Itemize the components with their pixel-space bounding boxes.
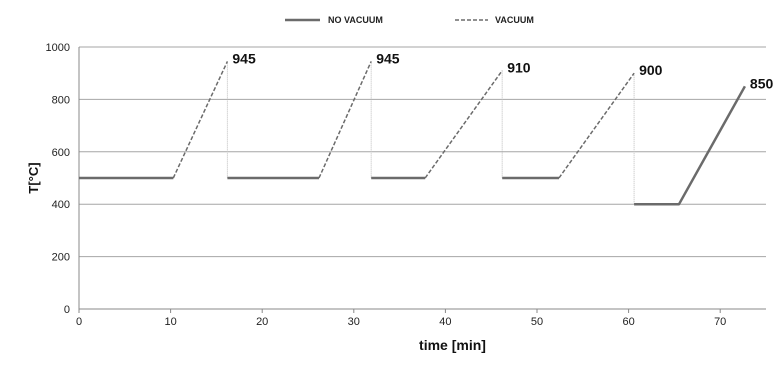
y-tick-label-600: 600 [52,147,70,159]
x-tick-label-60: 60 [622,316,634,328]
y-axis-label: T[°C] [26,162,41,193]
x-tick-label-10: 10 [164,316,176,328]
tick-labels: 0 200 400 600 800 1000 0 10 20 30 40 50 60 70 [46,42,727,328]
y-tick-label-0: 0 [64,304,70,316]
drop-lines [226,61,635,205]
y-tick-label-800: 800 [52,94,70,106]
data-label-0: 945 [232,50,256,66]
axes [78,47,766,313]
x-tick-label-70: 70 [714,316,726,328]
legend: NO VACUUM VACUUM [285,15,534,25]
x-tick-label-40: 40 [439,316,451,328]
vacuum-line-5 [424,70,503,179]
series-lines [79,61,746,206]
x-tick-label-0: 0 [76,316,82,328]
data-label-4: 850 [750,75,774,91]
data-label-1: 945 [376,50,400,66]
x-tick-label-30: 30 [348,316,360,328]
x-axis-label: time [min] [419,337,486,353]
vacuum-line-3 [318,61,372,179]
x-tick-label-20: 20 [256,316,268,328]
y-tick-label-1000: 1000 [46,42,70,54]
data-labels: 945 945 910 900 850 [232,50,773,91]
no-vacuum-line-8 [634,85,746,206]
x-tick-label-50: 50 [531,316,543,328]
grid-lines [79,46,766,258]
legend-label-1: VACUUM [495,15,534,25]
vacuum-line-1 [172,61,229,179]
vacuum-line-7 [558,72,635,179]
data-label-2: 910 [507,60,531,76]
y-tick-label-400: 400 [52,199,70,211]
data-label-3: 900 [639,62,663,78]
legend-label-0: NO VACUUM [328,15,383,25]
y-tick-label-200: 200 [52,252,70,264]
